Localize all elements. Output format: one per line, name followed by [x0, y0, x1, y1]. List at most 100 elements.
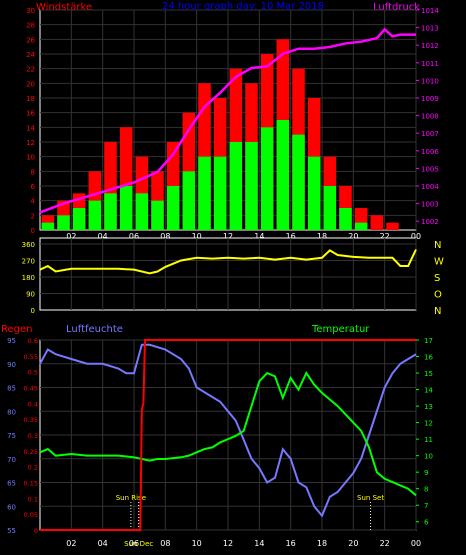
wind-tick-label: 28 [26, 22, 35, 30]
gust-bar [370, 215, 384, 230]
speed-bar [57, 215, 70, 230]
climate-x-ticks: 02 04 06 08 10 12 14 16 18 20 22 00 [66, 539, 421, 548]
temperature-tick-label: 13 [424, 403, 433, 411]
pressure-tick-label: 1004 [421, 183, 439, 191]
pressure-tick-label: 1002 [421, 218, 439, 226]
rain-tick-label: 0.35 [24, 416, 38, 424]
compass-tick-label: O [434, 290, 442, 301]
temperature-ticks: 6 7 8 9 10 11 12 13 14 15 16 17 [416, 337, 433, 527]
x-tick-label: 22 [380, 232, 390, 241]
x-tick-label: 16 [286, 539, 296, 548]
speed-bars [41, 120, 368, 230]
pressure-tick-label: 1009 [421, 95, 439, 103]
pressure-tick-label: 1006 [421, 148, 439, 156]
x-tick-label: 02 [66, 232, 76, 241]
x-tick-label: 18 [317, 232, 327, 241]
x-tick-label: 00 [411, 232, 421, 241]
humidity-axis-label: Luftfeuchte [66, 324, 123, 335]
wind-tick-label: 10 [26, 154, 35, 162]
pressure-tick-label: 1003 [421, 201, 439, 209]
rain-tick-label: 0.45 [24, 385, 38, 393]
pressure-axis-label: Luftdruck [373, 2, 420, 13]
pressure-tick-label: 1005 [421, 165, 439, 173]
temperature-tick-label: 7 [424, 502, 428, 510]
pressure-tick-label: 1010 [421, 77, 439, 85]
x-tick-label: 22 [380, 539, 390, 548]
speed-bar [245, 142, 258, 230]
wind-tick-label: 4 [31, 198, 36, 206]
sun-annotations: Sun Rise Sun Dec Sun Set [116, 494, 385, 548]
x-tick-label: 20 [348, 539, 358, 548]
x-tick-label: 08 [160, 539, 170, 548]
humidity-tick-label: 75 [7, 432, 16, 440]
rain-tick-label: 0.6 [28, 337, 38, 345]
wind-tick-label: 20 [26, 80, 35, 88]
speed-bar [323, 186, 337, 230]
speed-bar [135, 193, 149, 230]
rain-axis-label: Regen [1, 324, 33, 335]
direction-line [39, 249, 417, 275]
compass-tick-label: N [434, 240, 441, 251]
humidity-tick-label: 85 [7, 385, 16, 393]
humidity-line [39, 343, 417, 518]
direction-tick-label: 360 [22, 241, 35, 249]
speed-bar [307, 156, 321, 230]
humidity-tick-label: 65 [7, 480, 16, 488]
rain-tick-label: 0 [34, 527, 38, 535]
speed-bar [229, 142, 243, 230]
x-tick-label: 04 [98, 539, 108, 548]
x-tick-label: 16 [286, 232, 296, 241]
speed-bar [151, 200, 164, 230]
temperature-tick-label: 11 [424, 436, 433, 444]
temperature-line [39, 371, 417, 497]
wind-tick-label: 18 [26, 95, 35, 103]
x-tick-label: 10 [192, 232, 202, 241]
rain-tick-label: 0.15 [24, 480, 38, 488]
speed-bar [198, 156, 211, 230]
x-tick-label: 00 [411, 539, 421, 548]
wind-tick-label: 24 [26, 51, 35, 59]
humidity-ticks: 55 60 65 70 75 80 85 90 95 [7, 337, 16, 535]
speed-bar [104, 193, 117, 230]
speed-bar [88, 200, 102, 230]
temperature-axis-label: Temperatur [311, 324, 370, 335]
humidity-tick-label: 95 [7, 337, 16, 345]
x-tick-label: 12 [223, 232, 233, 241]
x-tick-label: 02 [66, 539, 76, 548]
pressure-tick-label: 1011 [421, 60, 439, 68]
wind-tick-label: 0 [31, 227, 35, 235]
wind-x-ticks: 02 04 06 08 10 12 14 16 18 20 22 00 [66, 232, 421, 241]
pressure-tick-label: 1013 [421, 25, 439, 33]
wind-tick-label: 12 [26, 139, 35, 147]
humidity-tick-label: 55 [7, 527, 16, 535]
speed-bar [41, 222, 55, 230]
x-tick-label: 04 [98, 232, 108, 241]
rain-tick-label: 0.05 [24, 511, 38, 519]
direction-panel-grid [40, 238, 417, 310]
humidity-tick-label: 70 [7, 456, 16, 464]
rain-tick-label: 0.25 [24, 448, 38, 456]
pressure-line [39, 27, 416, 214]
rain-line [40, 339, 416, 531]
temperature-tick-label: 9 [424, 469, 428, 477]
x-tick-label: 20 [348, 232, 358, 241]
temperature-tick-label: 10 [424, 453, 433, 461]
x-tick-label: 10 [192, 539, 202, 548]
rain-tick-label: 0.2 [28, 464, 38, 472]
gust-bar [386, 222, 399, 230]
x-tick-label: 12 [223, 539, 233, 548]
temperature-tick-label: 6 [424, 519, 429, 527]
direction-degree-ticks: 0 90 180 270 360 [22, 241, 35, 315]
x-tick-label: 14 [254, 539, 264, 548]
speed-bar [276, 120, 290, 230]
humidity-tick-label: 60 [7, 503, 16, 511]
direction-tick-label: 270 [22, 258, 35, 266]
wind-panel-grid [40, 9, 417, 230]
rain-tick-label: 0.55 [24, 353, 38, 361]
wind-tick-label: 8 [31, 168, 35, 176]
temperature-tick-label: 16 [424, 354, 433, 362]
pressure-tick-label: 1007 [421, 130, 439, 138]
direction-tick-label: 180 [22, 274, 35, 282]
wind-tick-label: 6 [31, 183, 36, 191]
